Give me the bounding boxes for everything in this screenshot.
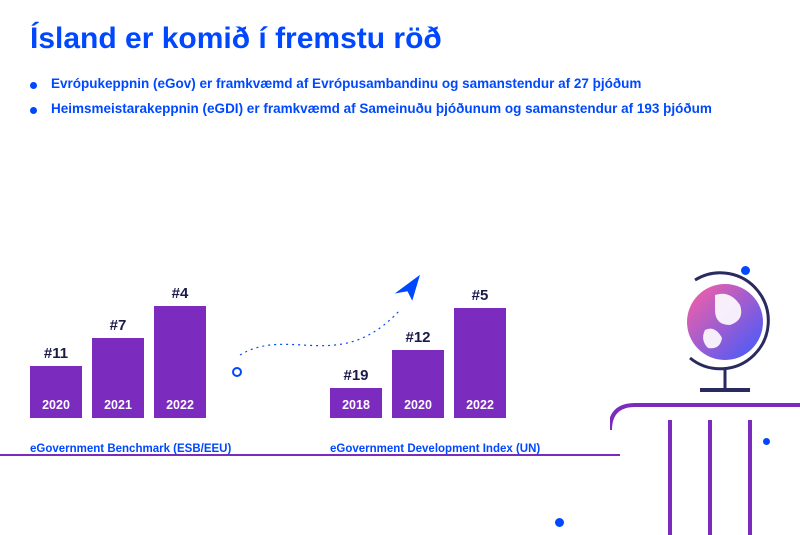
paper-plane-icon [392, 271, 426, 305]
bar-year-label: 2020 [30, 398, 82, 412]
bar-rank-label: #4 [172, 285, 189, 302]
bullet-item: Evrópukeppnin (eGov) er framkvæmd af Evr… [30, 76, 800, 91]
bar-rank-label: #5 [472, 287, 489, 304]
bar: 2022 [154, 306, 206, 418]
bar-item: #5 2022 [454, 287, 506, 418]
page-title: Ísland er komið í fremstu röð [0, 0, 800, 56]
bar-item: #4 2022 [154, 285, 206, 418]
bar-item: #11 2020 [30, 345, 82, 418]
chart-caption: eGovernment Development Index (UN) [330, 443, 540, 455]
globe-icon [670, 270, 780, 405]
bullet-item: Heimsmeistarakeppnin (eGDI) er framkvæmd… [30, 101, 800, 116]
decorative-dot [555, 518, 564, 527]
bar: 2021 [92, 338, 144, 418]
pedestal-shape [610, 395, 800, 535]
bar-rank-label: #11 [44, 345, 68, 362]
bar-year-label: 2018 [330, 398, 382, 412]
bar-year-label: 2021 [92, 398, 144, 412]
bar: 2018 [330, 388, 382, 418]
chart-egov-benchmark: #11 2020 #7 2021 #4 2022 eGovernment Ben… [30, 285, 231, 455]
bullet-text: Heimsmeistarakeppnin (eGDI) er framkvæmd… [51, 101, 712, 116]
bar: 2020 [30, 366, 82, 418]
bullet-text: Evrópukeppnin (eGov) er framkvæmd af Evr… [51, 76, 641, 91]
decorative-dot [741, 266, 750, 275]
bullet-dot-icon [30, 82, 37, 89]
bar-group: #11 2020 #7 2021 #4 2022 [30, 285, 231, 418]
bullet-list: Evrópukeppnin (eGov) er framkvæmd af Evr… [0, 56, 800, 116]
bar-item: #7 2021 [92, 317, 144, 418]
decorative-dot [763, 438, 770, 445]
bar-year-label: 2022 [454, 398, 506, 412]
chart-caption: eGovernment Benchmark (ESB/EEU) [30, 443, 231, 455]
bullet-dot-icon [30, 107, 37, 114]
chart-stage: #11 2020 #7 2021 #4 2022 eGovernment Ben… [0, 180, 800, 535]
bar-year-label: 2022 [154, 398, 206, 412]
bar-year-label: 2020 [392, 398, 444, 412]
bar-rank-label: #7 [110, 317, 127, 334]
bar: 2022 [454, 308, 506, 418]
arrow-origin-dot [232, 367, 242, 377]
